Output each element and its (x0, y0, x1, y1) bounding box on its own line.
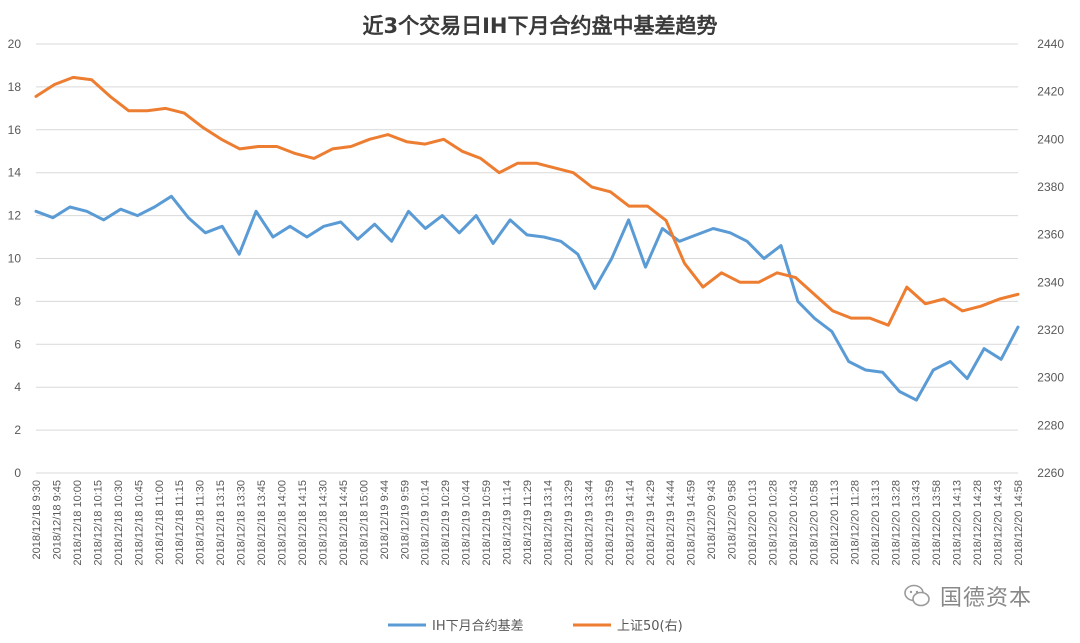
y2-tick-label: 2340 (1037, 275, 1064, 289)
y2-tick-label: 2420 (1037, 85, 1064, 99)
right-axis: 2260 2280 2300 2320 2340 2360 2380 2400 2420 2440 (1037, 37, 1064, 480)
y2-tick-label: 2360 (1037, 228, 1064, 242)
x-tick-label: 2018/12/18 13:15 (215, 480, 227, 566)
x-tick-label: 2018/12/18 11:00 (154, 480, 166, 565)
x-tick-label: 2018/12/19 11:14 (502, 480, 514, 565)
y-tick-label: 20 (8, 37, 22, 51)
y-tick-label: 0 (14, 466, 21, 480)
wechat-icon (904, 584, 930, 607)
x-tick-label: 2018/12/19 10:14 (420, 480, 432, 566)
x-tick-label: 2018/12/20 13:43 (911, 480, 923, 566)
chart-title: 近3个交易日IH下月合约盘中基差趋势 (363, 14, 718, 38)
x-tick-label: 2018/12/18 10:15 (92, 480, 104, 566)
series-line-basis (34, 194, 1020, 402)
x-tick-label: 2018/12/18 14:15 (297, 480, 309, 566)
y2-tick-label: 2320 (1037, 323, 1064, 337)
x-tick-label: 2018/12/20 13:13 (870, 480, 882, 566)
x-tick-label: 2018/12/18 11:30 (195, 480, 207, 565)
series-line-sse50 (34, 75, 1020, 327)
x-tick-label: 2018/12/20 10:58 (808, 480, 820, 566)
legend: IH下月合约基差 上证50(右) (388, 619, 683, 634)
x-tick-label: 2018/12/19 9:44 (379, 480, 391, 560)
x-tick-label: 2018/12/20 10:28 (768, 480, 780, 566)
y-tick-label: 4 (14, 380, 21, 394)
y-tick-label: 18 (8, 80, 22, 94)
x-tick-label: 2018/12/19 14:29 (645, 480, 657, 566)
x-tick-label: 2018/12/20 11:28 (849, 480, 861, 565)
y-tick-label: 12 (8, 209, 22, 223)
series-lines (34, 75, 1020, 402)
y-tick-label: 6 (14, 337, 21, 351)
y2-tick-label: 2380 (1037, 180, 1064, 194)
grid (36, 43, 1018, 474)
x-tick-label: 2018/12/18 9:30 (31, 480, 43, 560)
x-tick-label: 2018/12/18 10:00 (72, 480, 84, 566)
x-tick-label: 2018/12/18 14:30 (317, 480, 329, 566)
x-tick-label: 2018/12/20 9:58 (727, 480, 739, 560)
x-tick-label: 2018/12/18 9:45 (51, 480, 63, 560)
x-tick-label: 2018/12/19 10:29 (440, 480, 452, 566)
left-axis: 0 2 4 6 8 10 12 14 16 18 20 (8, 37, 22, 480)
watermark: 国德资本 (902, 576, 1062, 616)
x-tick-label: 2018/12/20 10:13 (747, 480, 759, 566)
x-tick-label: 2018/12/19 13:29 (563, 480, 575, 566)
y-tick-label: 14 (8, 166, 22, 180)
x-tick-label: 2018/12/20 14:43 (993, 480, 1005, 566)
x-tick-label: 2018/12/19 10:59 (481, 480, 493, 566)
x-tick-label: 2018/12/19 13:44 (583, 480, 595, 566)
x-tick-label: 2018/12/20 14:13 (952, 480, 964, 566)
x-tick-label: 2018/12/18 15:00 (358, 480, 370, 566)
x-tick-label: 2018/12/20 11:13 (829, 480, 841, 565)
x-tick-label: 2018/12/20 9:43 (706, 480, 718, 560)
x-tick-label: 2018/12/18 10:45 (133, 480, 145, 566)
y-tick-label: 8 (14, 294, 21, 308)
y-tick-label: 2 (14, 423, 21, 437)
x-tick-label: 2018/12/19 10:44 (461, 480, 473, 566)
legend-label-sse50: 上证50(右) (617, 619, 683, 634)
x-tick-label: 2018/12/18 14:00 (277, 480, 289, 566)
x-tick-label: 2018/12/18 11:15 (174, 480, 186, 565)
x-tick-label: 2018/12/19 14:59 (686, 480, 698, 566)
x-tick-label: 2018/12/20 14:28 (972, 480, 984, 566)
y2-tick-label: 2440 (1037, 37, 1064, 51)
y2-tick-label: 2260 (1037, 466, 1064, 480)
x-tick-label: 2018/12/20 10:43 (788, 480, 800, 566)
x-tick-label: 2018/12/19 14:44 (665, 480, 677, 566)
x-tick-label: 2018/12/18 13:45 (256, 480, 268, 566)
x-tick-label: 2018/12/20 14:58 (1013, 480, 1025, 566)
y2-tick-label: 2300 (1037, 371, 1064, 385)
x-tick-label: 2018/12/19 11:29 (522, 480, 534, 565)
y-tick-label: 10 (8, 252, 22, 266)
y2-tick-label: 2400 (1037, 132, 1064, 146)
x-tick-label: 2018/12/20 13:28 (890, 480, 902, 566)
x-tick-label: 2018/12/19 13:14 (542, 480, 554, 566)
x-axis: 2018/12/18 9:30 2018/12/18 9:45 2018/12/18… (31, 480, 1025, 566)
x-tick-label: 2018/12/19 13:59 (604, 480, 616, 566)
x-tick-label: 2018/12/18 13:30 (236, 480, 248, 566)
legend-label-basis: IH下月合约基差 (432, 619, 524, 634)
x-tick-label: 2018/12/19 9:59 (399, 480, 411, 560)
x-tick-label: 2018/12/20 13:58 (931, 480, 943, 566)
y-tick-label: 16 (8, 123, 22, 137)
x-tick-label: 2018/12/19 14:14 (624, 480, 636, 566)
x-tick-label: 2018/12/18 14:45 (338, 480, 350, 566)
x-tick-label: 2018/12/18 10:30 (113, 480, 125, 566)
y2-tick-label: 2280 (1037, 418, 1064, 432)
watermark-text: 国德资本 (940, 586, 1033, 611)
